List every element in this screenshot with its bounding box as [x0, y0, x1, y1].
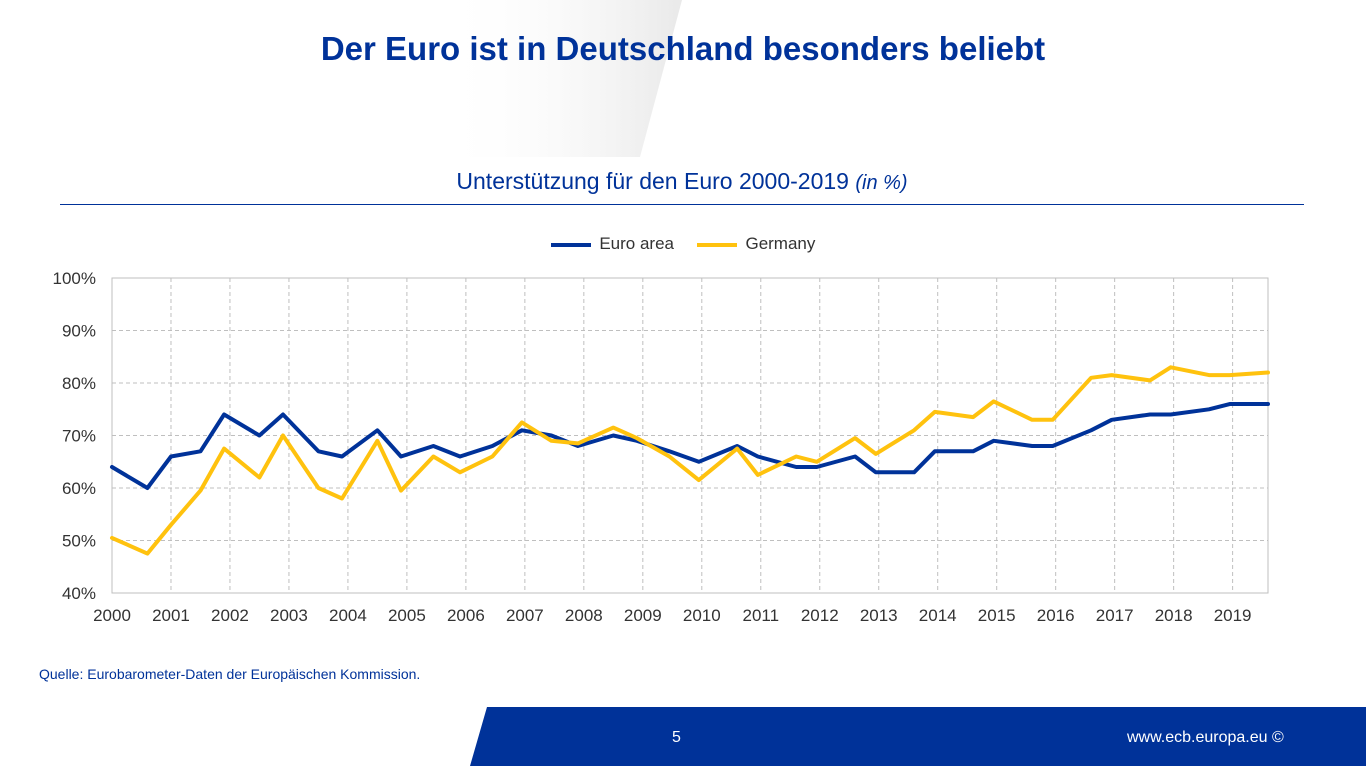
chart-legend: Euro area Germany	[0, 234, 1366, 254]
source-note: Quelle: Eurobarometer-Daten der Europäis…	[39, 666, 421, 682]
chart-title-text: Unterstützung für den Euro 2000-2019	[456, 168, 849, 194]
x-tick-label: 2003	[270, 606, 308, 625]
page-number: 5	[672, 729, 681, 746]
x-tick-label: 2000	[93, 606, 131, 625]
x-tick-label: 2015	[978, 606, 1016, 625]
x-tick-label: 2014	[919, 606, 957, 625]
y-tick-label: 100%	[53, 269, 96, 288]
y-tick-label: 60%	[62, 479, 96, 498]
x-tick-label: 2006	[447, 606, 485, 625]
x-tick-label: 2012	[801, 606, 839, 625]
x-tick-label: 2013	[860, 606, 898, 625]
legend-swatch-euro-area	[550, 242, 591, 247]
x-tick-label: 2009	[624, 606, 662, 625]
x-tick-label: 2004	[329, 606, 367, 625]
x-tick-label: 2018	[1155, 606, 1193, 625]
line-chart: 40% 50% 60% 70% 80% 90% 100% 2000 2001 2002 2003 20…	[53, 269, 1270, 625]
x-tick-label: 2007	[506, 606, 544, 625]
legend-label-euro-area: Euro area	[599, 234, 674, 253]
title-rule	[60, 204, 1304, 205]
legend-item-euro-area: Euro area	[550, 234, 674, 254]
x-tick-label: 2011	[742, 606, 779, 625]
y-tick-label: 40%	[62, 584, 96, 603]
slide-title: Der Euro ist in Deutschland besonders be…	[320, 30, 1046, 67]
legend-label-germany: Germany	[745, 234, 816, 253]
x-tick-label: 2008	[565, 606, 603, 625]
x-tick-label: 2017	[1096, 606, 1134, 625]
x-tick-label: 2001	[152, 606, 190, 625]
y-tick-label: 90%	[62, 322, 96, 341]
y-tick-label: 70%	[62, 427, 96, 446]
chart-title: Unterstützung für den Euro 2000-2019 (in…	[60, 168, 1304, 195]
x-tick-label: 2010	[683, 606, 721, 625]
y-tick-label: 80%	[62, 374, 96, 393]
y-tick-label: 50%	[62, 532, 96, 551]
series-line-germany	[110, 365, 1270, 556]
x-tick-label: 2016	[1037, 606, 1075, 625]
x-tick-label: 2019	[1214, 606, 1252, 625]
footer-url: www.ecb.europa.eu ©	[1127, 729, 1284, 746]
footer-band	[470, 707, 1366, 766]
header-fade-shape	[440, 0, 682, 157]
legend-swatch-germany	[696, 242, 737, 247]
legend-item-germany: Germany	[696, 234, 816, 254]
chart-title-unit: (in %)	[855, 172, 908, 194]
x-tick-label: 2005	[388, 606, 426, 625]
series-line-euro-area	[110, 402, 1270, 490]
x-tick-label: 2002	[211, 606, 249, 625]
